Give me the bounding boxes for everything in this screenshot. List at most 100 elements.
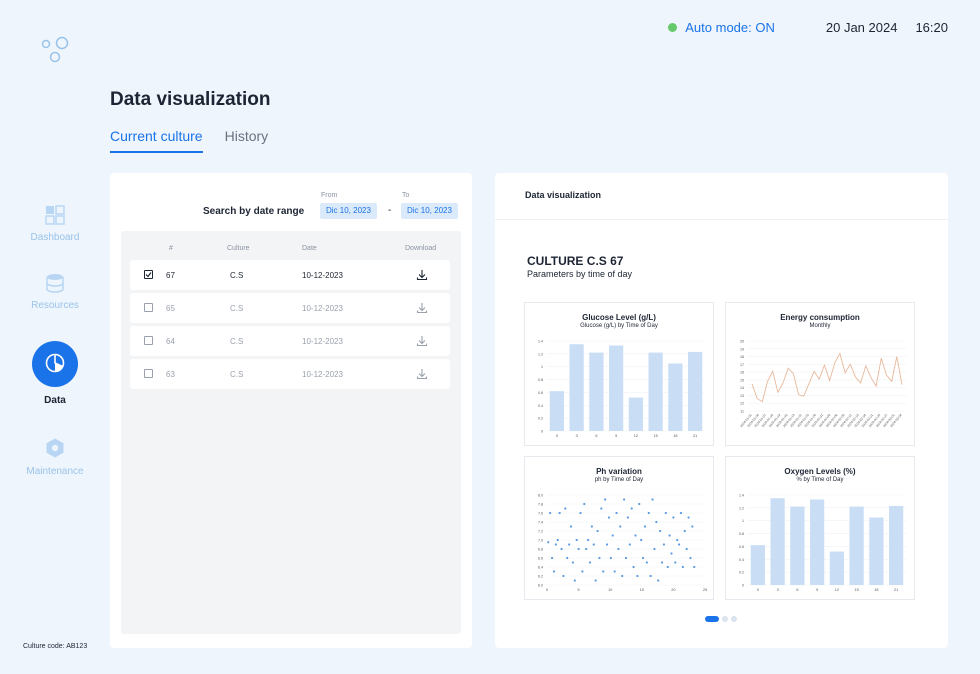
scatter-point — [550, 556, 554, 560]
scatter-point — [598, 556, 601, 560]
y-tick-label: 1 — [541, 365, 543, 369]
glucose-chart-card[interactable]: 0 0.2 0.4 0.6 0.8 1 1.2 1.4 0 3 6 9 12 15 18 21 Glucose… — [524, 302, 714, 446]
oxygen-chart-card[interactable]: 0 0.2 0.4 0.6 0.8 1 1.2 1.4 0 3 6 9 12 15 18 21 Oxygen … — [725, 456, 915, 600]
y-tick-label: 13 — [740, 394, 744, 398]
x-tick-label: 15 — [855, 588, 859, 592]
y-tick-label: 6.6 — [538, 557, 543, 561]
bar — [628, 397, 643, 431]
energy-line-chart: 111213141516171819202024-01-012024-01-04… — [739, 340, 906, 428]
y-tick-label: 6.2 — [538, 575, 543, 579]
row-checkbox[interactable] — [144, 270, 153, 279]
oxygen-bar-chart: 0 0.2 0.4 0.6 0.8 1 1.2 1.4 0 3 6 9 12 15 18 21 — [739, 494, 906, 592]
y-tick-label: 0 — [742, 584, 744, 588]
bar — [810, 499, 825, 585]
scatter-point — [645, 561, 648, 564]
sidebar-item-resources[interactable]: Resources — [18, 273, 92, 311]
scatter-point — [651, 498, 654, 501]
scatter-point — [611, 534, 614, 537]
database-icon — [18, 273, 92, 296]
scatter-point — [590, 525, 593, 528]
download-icon[interactable] — [416, 302, 428, 316]
row-checkbox[interactable] — [144, 369, 153, 378]
chart-subtitle: ph by Time of Day — [594, 477, 644, 483]
y-tick-label: 16 — [740, 371, 744, 375]
x-tick-label: 6 — [595, 434, 597, 438]
x-tick-label: 18 — [874, 588, 878, 592]
row-date: 10-12-2023 — [302, 304, 343, 313]
scatter-point — [679, 511, 683, 515]
pager-dot-2[interactable] — [722, 616, 728, 622]
scatter-point — [607, 516, 611, 519]
download-icon[interactable] — [416, 269, 428, 283]
y-tick-label: 7.4 — [538, 521, 543, 525]
column-header-download: Download — [405, 245, 437, 252]
pager-dot-3[interactable] — [731, 616, 737, 622]
chart-subtitle: % by Time of Day — [796, 477, 844, 483]
y-tick-label: 18 — [740, 355, 744, 359]
row-date: 10-12-2023 — [302, 370, 343, 379]
scatter-point — [575, 538, 578, 542]
table-row[interactable]: 67 C.S 10-12-2023 — [130, 260, 450, 290]
sidebar-item-data[interactable]: Data — [18, 341, 92, 406]
scatter-point — [577, 547, 580, 551]
culture-subtitle: Parameters by time of day — [527, 269, 633, 279]
scatter-point — [689, 556, 692, 560]
from-date-picker[interactable]: Dic 10, 2023 — [320, 203, 377, 219]
ph-chart-card[interactable]: 6.0 6.2 6.4 6.6 6.8 7.0 7.2 7.4 7.6 7.8 8.0 0 5 10 15 2… — [524, 456, 714, 600]
records-panel: Search by date range From To Dic 10, 202… — [110, 173, 472, 648]
bar — [849, 506, 864, 585]
sidebar-item-label: Data — [44, 395, 66, 406]
column-header-culture: Culture — [227, 245, 250, 252]
table-row[interactable]: 64 C.S 10-12-2023 — [130, 326, 450, 356]
sidebar-item-maintenance[interactable]: Maintenance — [18, 437, 92, 477]
y-tick-label: 1.2 — [739, 506, 744, 510]
to-date-picker[interactable]: Dic 10, 2023 — [401, 203, 458, 219]
scatter-point — [636, 574, 639, 578]
scatter-point — [615, 511, 618, 515]
panel-header: Data visualization — [525, 190, 602, 200]
x-tick-label: 9 — [816, 588, 818, 592]
active-nav-indicator — [32, 341, 78, 387]
download-icon[interactable] — [416, 368, 428, 382]
bar — [648, 352, 663, 431]
row-checkbox[interactable] — [144, 336, 153, 345]
status-bar: Auto mode: ON 20 Jan 2024 16:20 — [668, 18, 948, 36]
scatter-point — [664, 511, 667, 515]
x-tick-label: 18 — [673, 434, 677, 438]
sidebar-item-dashboard[interactable]: Dashboard — [18, 205, 92, 243]
energy-chart-card[interactable]: 11 12 13 14 15 16 17 18 19 20 2024-01-01 2024-01-04… — [725, 302, 915, 446]
y-tick-label: 7.8 — [538, 503, 543, 507]
scatter-point — [605, 543, 609, 546]
row-checkbox[interactable] — [144, 303, 153, 312]
tab-history[interactable]: History — [224, 128, 269, 144]
scatter-point — [568, 543, 571, 546]
row-culture: C.S — [230, 271, 244, 280]
table-row[interactable]: 63 C.S 10-12-2023 — [130, 359, 450, 389]
x-tick-label: 15 — [640, 588, 644, 592]
column-header-number: # — [169, 245, 173, 252]
y-tick-label: 6.8 — [538, 548, 543, 552]
download-icon[interactable] — [416, 335, 428, 349]
bar — [688, 351, 703, 431]
scatter-point — [547, 541, 550, 544]
tab-current-culture[interactable]: Current culture — [110, 128, 203, 153]
series-line — [751, 352, 903, 403]
pager-dot-1[interactable] — [705, 616, 719, 622]
scatter-point — [609, 556, 612, 560]
scatter-point — [649, 574, 652, 578]
bar — [668, 363, 683, 431]
scatter-point — [566, 556, 569, 560]
table-row[interactable]: 65 C.S 10-12-2023 — [130, 293, 450, 323]
scatter-point — [638, 502, 641, 506]
scatter-point — [571, 561, 575, 564]
carousel-pager — [705, 616, 740, 622]
auto-mode-toggle[interactable]: Auto mode: ON — [685, 19, 775, 35]
scatter-point — [674, 561, 677, 564]
y-tick-label: 7.6 — [538, 512, 543, 516]
x-tick-label: 25 — [703, 588, 707, 592]
culture-title: CULTURE C.S 67 — [527, 254, 624, 268]
y-tick-label: 0.4 — [538, 404, 543, 408]
scatter-point — [676, 538, 679, 542]
row-date: 10-12-2023 — [302, 337, 343, 346]
x-tick-label: 10 — [608, 588, 612, 592]
